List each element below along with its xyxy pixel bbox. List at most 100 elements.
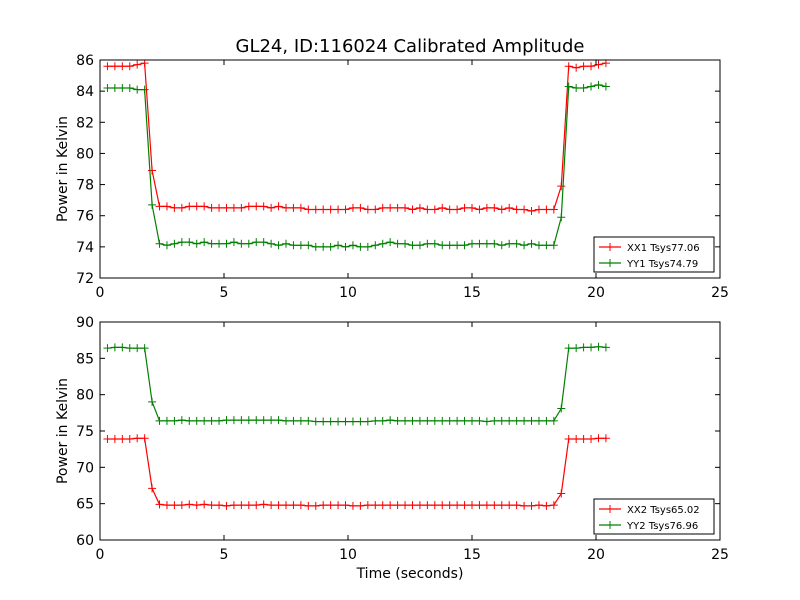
data-point — [527, 501, 536, 510]
data-point — [311, 501, 320, 510]
data-point — [475, 416, 484, 425]
data-point — [133, 344, 142, 353]
data-point — [125, 62, 134, 71]
data-point — [378, 203, 387, 212]
data-point — [453, 205, 462, 214]
data-point — [252, 501, 261, 510]
data-point — [155, 416, 164, 425]
data-point — [296, 501, 305, 510]
data-point — [564, 82, 573, 91]
data-point — [430, 205, 439, 214]
y-tick-label: 74 — [76, 240, 94, 256]
data-point — [118, 434, 127, 443]
data-point — [572, 63, 581, 72]
data-point — [594, 342, 603, 351]
y-tick-label: 75 — [76, 424, 94, 440]
data-point — [497, 241, 506, 250]
data-point — [356, 417, 365, 426]
data-point — [527, 239, 536, 248]
data-point — [512, 501, 521, 510]
data-point — [118, 84, 127, 93]
data-point — [259, 500, 268, 509]
data-point — [170, 501, 179, 510]
legend-marker — [606, 259, 614, 267]
data-point — [497, 416, 506, 425]
data-point — [490, 239, 499, 248]
data-point — [408, 241, 417, 250]
data-point — [549, 501, 558, 510]
data-point — [125, 84, 134, 93]
data-point — [393, 239, 402, 248]
data-point — [229, 238, 238, 247]
data-point — [475, 239, 484, 248]
data-point — [125, 434, 134, 443]
data-point — [289, 241, 298, 250]
data-point — [468, 501, 476, 510]
data-point — [594, 80, 603, 89]
data-point — [445, 205, 454, 214]
data-point — [386, 501, 395, 510]
data-point — [453, 416, 462, 425]
data-point — [200, 238, 209, 247]
x-tick-label: 10 — [339, 547, 357, 563]
data-point — [259, 416, 268, 425]
data-point — [520, 205, 529, 214]
data-point — [296, 241, 305, 250]
x-axis-label: Time (seconds) — [356, 566, 464, 582]
data-point — [341, 501, 350, 510]
axes-frame — [99, 59, 721, 279]
legend-label: XX2 Tsys65.02 — [627, 505, 700, 516]
legend-marker — [606, 521, 614, 529]
bottom-panel: 0 5 10 15 20 25 60 65 70 75 80 85 90 Power in Kelvin X… — [55, 315, 729, 563]
series-group — [103, 60, 610, 251]
data-point — [482, 417, 491, 426]
data-point — [319, 242, 328, 251]
data-point — [482, 501, 491, 510]
data-point — [393, 416, 402, 425]
y-tick-label: 82 — [76, 115, 94, 131]
data-point — [237, 203, 246, 212]
data-point — [557, 213, 566, 222]
data-point — [534, 205, 543, 214]
data-point — [438, 241, 447, 250]
data-point — [222, 203, 231, 212]
legend: XX2 Tsys65.02 YY2 Tsys76.96 — [593, 498, 715, 535]
data-point — [579, 62, 588, 71]
x-tick-label: 5 — [220, 547, 229, 563]
data-point — [192, 416, 201, 425]
data-point — [177, 416, 186, 425]
data-point — [311, 417, 320, 426]
data-point — [274, 202, 283, 211]
data-point — [304, 205, 313, 214]
data-point — [170, 203, 179, 212]
data-point — [542, 241, 551, 250]
data-point — [601, 434, 610, 443]
data-point — [564, 344, 573, 353]
data-point — [348, 203, 357, 212]
data-point — [192, 202, 201, 211]
y-tick-label: 65 — [76, 497, 94, 513]
data-point — [334, 205, 343, 214]
data-point — [490, 416, 499, 425]
data-point — [140, 344, 149, 353]
x-tick-label: 10 — [339, 285, 357, 301]
data-point — [445, 501, 454, 510]
legend: XX1 Tsys77.06 YY1 Tsys74.79 — [593, 236, 715, 273]
data-point — [430, 416, 439, 425]
data-point — [445, 416, 454, 425]
data-point — [222, 239, 231, 248]
data-point — [587, 343, 596, 352]
data-point — [155, 239, 164, 248]
data-point — [348, 417, 357, 426]
data-point — [140, 85, 149, 94]
data-point — [222, 416, 231, 425]
data-point — [445, 241, 454, 250]
data-point — [453, 501, 462, 510]
data-point — [549, 205, 558, 214]
data-point — [572, 84, 581, 93]
data-point — [133, 85, 142, 94]
data-point — [579, 434, 588, 443]
data-point — [200, 416, 209, 425]
y-tick-label: 60 — [76, 533, 94, 549]
data-point — [274, 501, 283, 510]
